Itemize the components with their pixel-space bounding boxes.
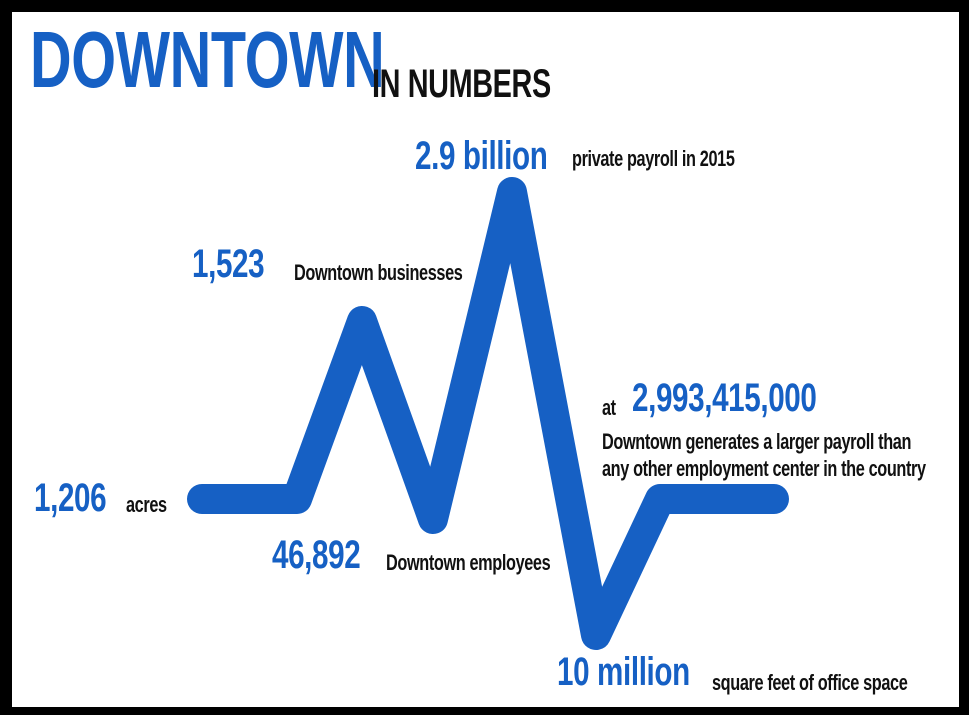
payroll-total-line2: any other employment center in the count… [602, 456, 926, 481]
payroll-total-prefix: at [602, 395, 616, 420]
pulse-line [187, 177, 789, 650]
office-value: 10 million [557, 650, 690, 694]
payroll-label: private payroll in 2015 [572, 146, 735, 171]
acres-label: acres [126, 492, 167, 517]
pulse-line-graphic [187, 177, 789, 650]
page-subtitle: IN NUMBERS [372, 62, 551, 106]
employees-value: 46,892 [272, 533, 361, 577]
payroll-total-value: 2,993,415,000 [632, 376, 817, 420]
employees-label: Downtown employees [386, 550, 551, 575]
payroll-total-line1: Downtown generates a larger payroll than [602, 429, 912, 454]
infographic-panel: DOWNTOWN IN NUMBERS 2.9 billion private … [12, 12, 959, 707]
businesses-label: Downtown businesses [294, 260, 463, 285]
office-label: square feet of office space [712, 670, 908, 695]
page-title: DOWNTOWN [30, 15, 385, 104]
acres-value: 1,206 [34, 476, 107, 520]
businesses-value: 1,523 [192, 242, 265, 286]
payroll-value: 2.9 billion [415, 134, 548, 178]
